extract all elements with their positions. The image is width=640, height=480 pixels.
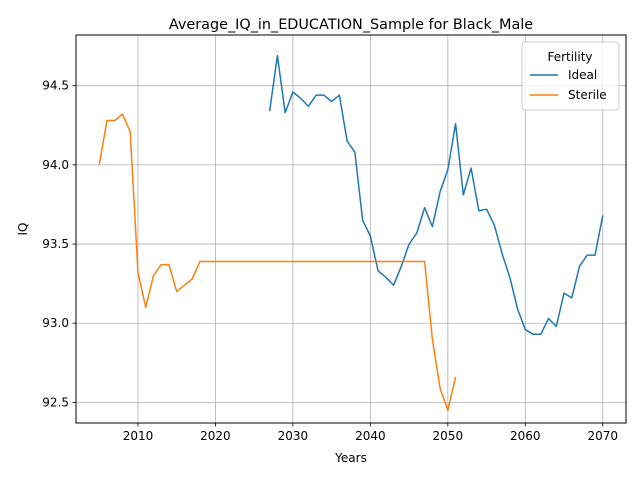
series-line-ideal [268, 54, 604, 336]
y-tick-label: 94.5 [42, 79, 69, 93]
series-lines [98, 54, 604, 412]
y-tick-label: 94.0 [42, 158, 69, 172]
x-axis-label: Years [334, 451, 367, 465]
x-tick-label: 2060 [510, 429, 541, 443]
x-tick-label: 2040 [355, 429, 386, 443]
legend-box [521, 41, 620, 111]
legend: Fertility Ideal Sterile [521, 41, 620, 111]
series-line-sterile [98, 113, 457, 412]
x-axis: 2010 2020 2030 2040 2050 2060 2070 [123, 423, 618, 443]
y-tick-label: 92.5 [42, 395, 69, 409]
legend-title: Fertility [547, 50, 592, 64]
y-tick-label: 93.5 [42, 237, 69, 251]
legend-label-ideal: Ideal [568, 68, 597, 82]
plot-frame [75, 34, 627, 424]
y-axis-label: IQ [16, 223, 30, 236]
chart-title: Average_IQ_in_EDUCATION_Sample for Black… [169, 17, 533, 33]
x-tick-label: 2070 [587, 429, 618, 443]
x-tick-label: 2020 [200, 429, 231, 443]
x-tick-label: 2010 [123, 429, 154, 443]
x-tick-label: 2050 [433, 429, 464, 443]
x-tick-label: 2030 [278, 429, 309, 443]
y-tick-label: 93.0 [42, 316, 69, 330]
legend-label-sterile: Sterile [568, 88, 607, 102]
y-axis: 92.5 93.0 93.5 94.0 94.5 [42, 79, 76, 409]
